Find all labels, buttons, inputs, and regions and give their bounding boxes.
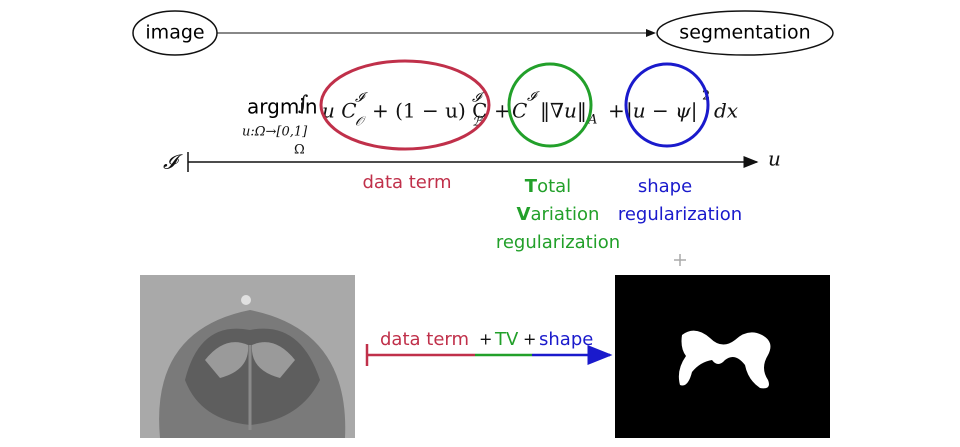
axis-label: u bbox=[768, 147, 781, 171]
highlight bbox=[507, 62, 593, 148]
formula: u:Ω→[0,1] bbox=[242, 125, 308, 140]
input-image bbox=[140, 275, 355, 438]
segmentation-image bbox=[615, 275, 830, 438]
pipeline-label: TV bbox=[494, 329, 519, 350]
formula: 𝓘 bbox=[355, 91, 368, 106]
cursor bbox=[674, 254, 686, 266]
node bbox=[656, 10, 834, 56]
highlight bbox=[624, 62, 710, 148]
pipeline-label: + bbox=[479, 330, 492, 349]
pipeline-label: data term bbox=[380, 329, 469, 350]
formula: C bbox=[512, 99, 527, 123]
formula: + bbox=[608, 99, 625, 123]
highlight bbox=[319, 59, 491, 151]
term-label: ariation bbox=[530, 204, 599, 225]
term-label: regularization bbox=[496, 232, 620, 253]
term-label: Variation bbox=[517, 204, 600, 225]
formula: u C bbox=[322, 99, 357, 123]
axis-label: 𝓘 bbox=[163, 150, 183, 174]
term-label: T bbox=[525, 176, 538, 197]
formula: dx bbox=[714, 99, 738, 123]
node-label: segmentation bbox=[679, 22, 810, 44]
formula: 𝓘 bbox=[527, 90, 540, 105]
term-label: otal bbox=[537, 176, 571, 197]
formula: A bbox=[587, 113, 597, 128]
term-label: Total bbox=[525, 176, 571, 197]
formula: ℬ bbox=[472, 115, 483, 130]
term-label: shape bbox=[638, 176, 692, 197]
pipeline-label: shape bbox=[539, 329, 593, 350]
formula: Ω bbox=[294, 143, 305, 158]
formula: + bbox=[494, 99, 511, 123]
node-label: image bbox=[145, 22, 204, 44]
formula: argmin bbox=[247, 95, 318, 119]
term-label: regularization bbox=[618, 204, 742, 225]
formula: ∫ bbox=[298, 91, 308, 115]
term-label: V bbox=[517, 204, 531, 225]
formula: + (1 − u) C bbox=[372, 99, 487, 123]
term-label: regularization bbox=[496, 232, 620, 253]
formula: ‖∇u‖ bbox=[540, 99, 587, 124]
formula: |u − ψ| bbox=[626, 99, 698, 124]
term-label: data term bbox=[362, 172, 451, 193]
pipeline-label: + bbox=[523, 330, 536, 349]
formula: 𝒪 bbox=[355, 115, 367, 130]
